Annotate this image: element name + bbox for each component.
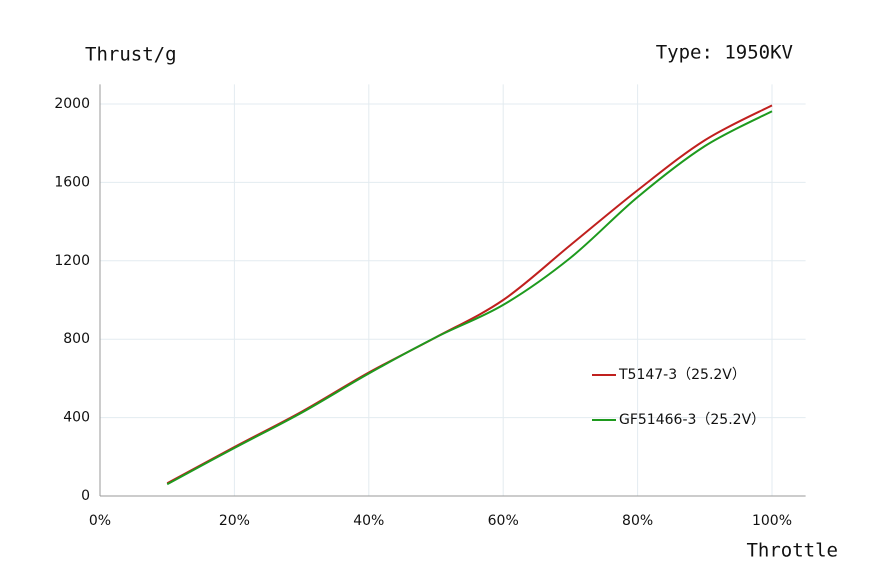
x-tick-label: 20% (219, 513, 250, 529)
y-tick-label: 400 (63, 410, 90, 426)
x-tick-label: 0% (89, 513, 111, 529)
legend-label: GF51466-3（25.2V） (619, 412, 765, 428)
y-tick-label: 1600 (54, 174, 90, 190)
line (166, 110, 773, 486)
legend-label: T5147-3（25.2V） (618, 367, 746, 383)
annotation: Type: 1950KV (656, 42, 793, 64)
x-axis-title: Throttle (746, 540, 838, 562)
x-tick-label: 80% (622, 513, 653, 529)
y-tick-label: 2000 (54, 96, 90, 112)
x-tick-label: 60% (488, 513, 519, 529)
y-tick-label: 800 (63, 331, 90, 347)
x-tick-label: 40% (353, 513, 384, 529)
y-axis-title: Thrust/g (85, 44, 177, 66)
x-tick-label: 100% (752, 513, 792, 529)
y-tick-label: 1200 (54, 253, 90, 269)
y-tick-label: 0 (81, 488, 90, 504)
